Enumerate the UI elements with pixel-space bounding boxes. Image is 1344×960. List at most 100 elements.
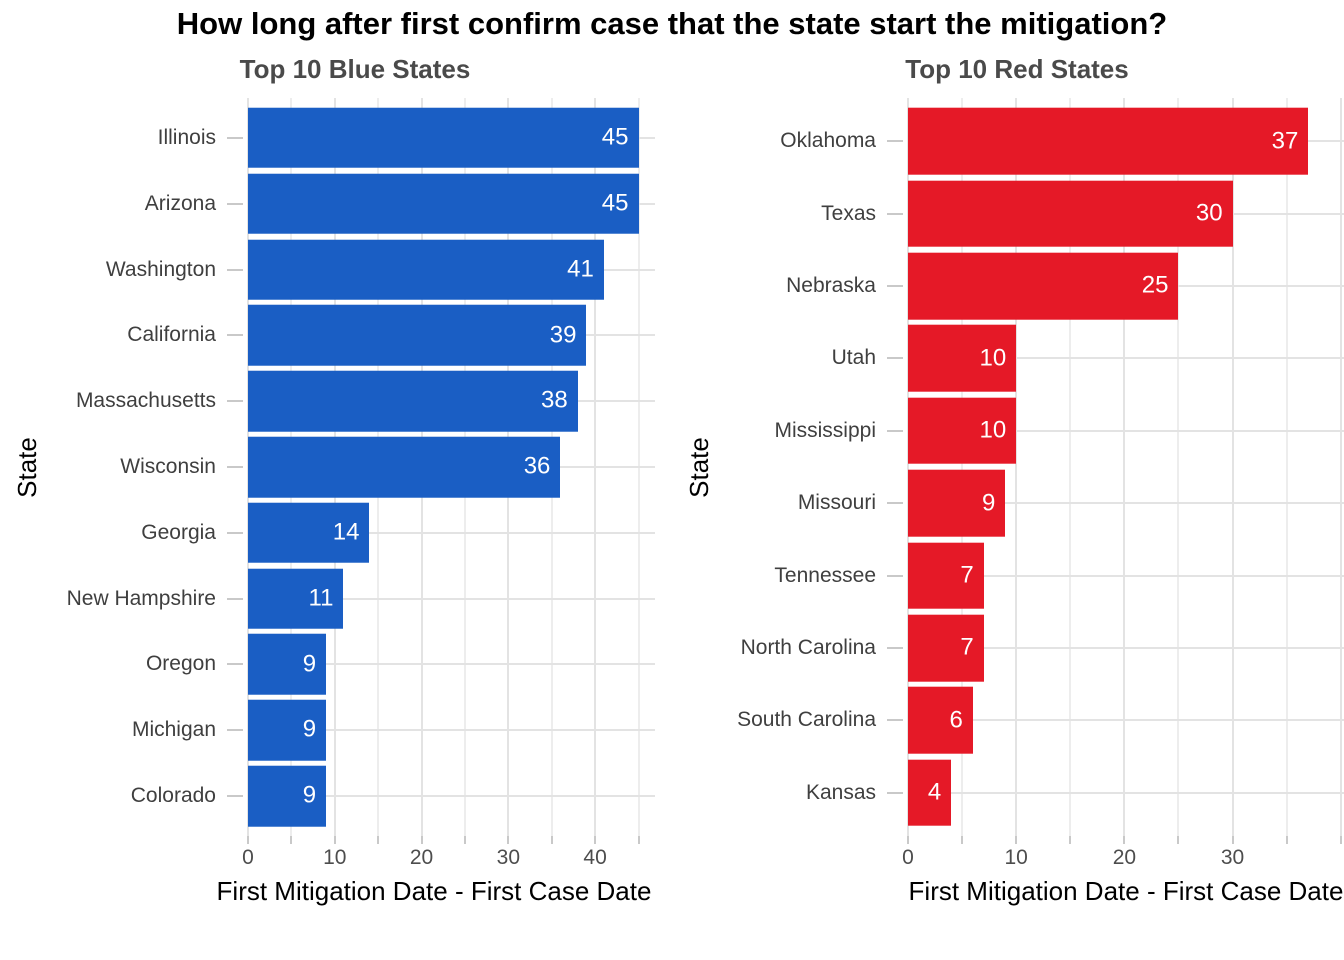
bar-oklahoma: 37 (908, 107, 1309, 175)
category-label-row: California (0, 302, 248, 368)
bar-value-label: 25 (1141, 272, 1169, 300)
bar-row: 36 (248, 434, 655, 500)
axis-tick-mark (907, 836, 909, 844)
bar-oregon: 9 (248, 634, 327, 695)
y-axis-tick-mark (887, 429, 903, 432)
bar-row: 9 (908, 467, 1344, 539)
horizontal-gridline (908, 719, 1344, 722)
y-axis-tick-mark (887, 285, 903, 288)
horizontal-gridline (248, 531, 655, 534)
x-tick-label: 30 (1220, 846, 1245, 869)
bar-row: 14 (248, 500, 655, 566)
horizontal-gridline (908, 429, 1344, 432)
bar-value-label: 10 (979, 344, 1007, 372)
axis-tick-mark (420, 836, 423, 844)
blue-chart-x-axis-title: First Mitigation Date - First Case Date (216, 876, 652, 906)
category-label: Oregon (145, 652, 216, 676)
red-chart-subtitle: Top 10 Red States (905, 54, 1129, 84)
y-axis-tick-mark (227, 729, 243, 732)
category-label-row: Texas (640, 177, 908, 249)
bar-california: 39 (248, 305, 587, 366)
bar-north-carolina: 7 (908, 614, 984, 682)
bar-value-label: 45 (601, 189, 629, 217)
blue-chart-x-tick-labels: 0 10 20 30 40 (242, 846, 655, 872)
x-tick-label: 10 (323, 846, 347, 869)
bars-container: 45 45 41 39 38 36 14 11 9 9 9 (248, 98, 655, 836)
bar-value-label: 10 (979, 416, 1007, 444)
horizontal-gridline (908, 357, 1344, 360)
axis-tick-mark (1015, 836, 1018, 844)
category-label-row: Tennessee (640, 539, 908, 611)
gridline (1177, 98, 1180, 836)
bar-value-label: 37 (1271, 127, 1299, 155)
axis-tick-mark (1231, 836, 1234, 844)
category-label-row: South Carolina (640, 684, 908, 756)
bar-michigan: 9 (248, 699, 327, 761)
red-chart-category-labels: Oklahoma Texas Nebraska Utah Mississippi Miss… (640, 98, 908, 836)
bar-value-label: 9 (982, 489, 996, 517)
gridline (907, 98, 909, 836)
category-label-row: New Hampshire (0, 566, 248, 632)
gridline (1285, 98, 1288, 836)
category-label-row: Colorado (0, 763, 248, 829)
red-chart-x-axis-title: First Mitigation Date - First Case Date (908, 876, 1344, 906)
y-axis-tick-mark (887, 574, 903, 577)
bar-row: 39 (248, 302, 655, 368)
category-label: Missouri (797, 491, 876, 515)
y-axis-tick-mark (227, 663, 243, 666)
category-label: Colorado (130, 784, 216, 808)
bar-row: 6 (908, 684, 1344, 756)
bar-row: 30 (908, 177, 1344, 249)
category-label-row: Missouri (640, 467, 908, 539)
bar-value-label: 7 (960, 561, 974, 589)
y-axis-tick-mark (887, 791, 903, 794)
bar-row: 41 (248, 237, 655, 303)
axis-tick-mark (1123, 836, 1126, 844)
y-axis-tick-mark (887, 212, 903, 215)
category-label: Washington (105, 257, 216, 281)
red-chart-x-tick-labels: 0 10 20 30 (902, 846, 1344, 872)
y-axis-tick-mark (887, 502, 903, 505)
y-axis-tick-mark (887, 357, 903, 360)
bar-row: 11 (248, 566, 655, 632)
bar-row: 9 (248, 763, 655, 829)
bar-row: 9 (248, 697, 655, 763)
gridline (1339, 98, 1342, 836)
category-label: Nebraska (786, 274, 876, 298)
bar-new-hampshire: 11 (248, 568, 344, 629)
category-label: California (127, 323, 216, 347)
bar-row: 45 (248, 171, 655, 237)
bar-colorado: 9 (248, 765, 327, 827)
y-axis-tick-mark (227, 136, 243, 139)
bar-value-label: 30 (1195, 199, 1223, 227)
blue-chart-x-axis-ticks (247, 836, 655, 844)
y-axis-tick-mark (227, 400, 243, 403)
bar-tennessee: 7 (908, 542, 984, 609)
category-label-row: Oklahoma (640, 105, 908, 177)
horizontal-gridline (248, 729, 655, 732)
x-tick-label: 10 (1004, 846, 1028, 869)
blue-chart-category-labels: Illinois Arizona Washington California Massa… (0, 98, 248, 836)
bar-value-label: 41 (567, 255, 594, 283)
bar-arizona: 45 (248, 173, 639, 234)
category-label: Oklahoma (780, 129, 876, 153)
y-axis-tick-mark (227, 597, 243, 600)
y-axis-tick-mark (227, 795, 243, 798)
bars-container: 37 30 25 10 10 9 7 7 6 4 (908, 98, 1344, 836)
bar-row: 45 (248, 105, 655, 171)
category-label-row: Nebraska (640, 250, 908, 322)
category-label-row: Mississippi (640, 395, 908, 467)
category-label-row: Kansas (640, 757, 908, 829)
gridline (1069, 98, 1072, 836)
bar-row: 25 (908, 250, 1344, 322)
y-axis-tick-mark (887, 140, 903, 143)
category-label-row: Arizona (0, 171, 248, 237)
x-tick-label: 0 (242, 846, 254, 869)
bar-missouri: 9 (908, 469, 1006, 537)
bar-row: 7 (908, 539, 1344, 611)
axis-tick-mark (463, 836, 466, 844)
bar-value-label: 9 (302, 782, 317, 810)
category-label: Michigan (131, 718, 216, 742)
blue-chart-subtitle: Top 10 Blue States (239, 54, 471, 84)
